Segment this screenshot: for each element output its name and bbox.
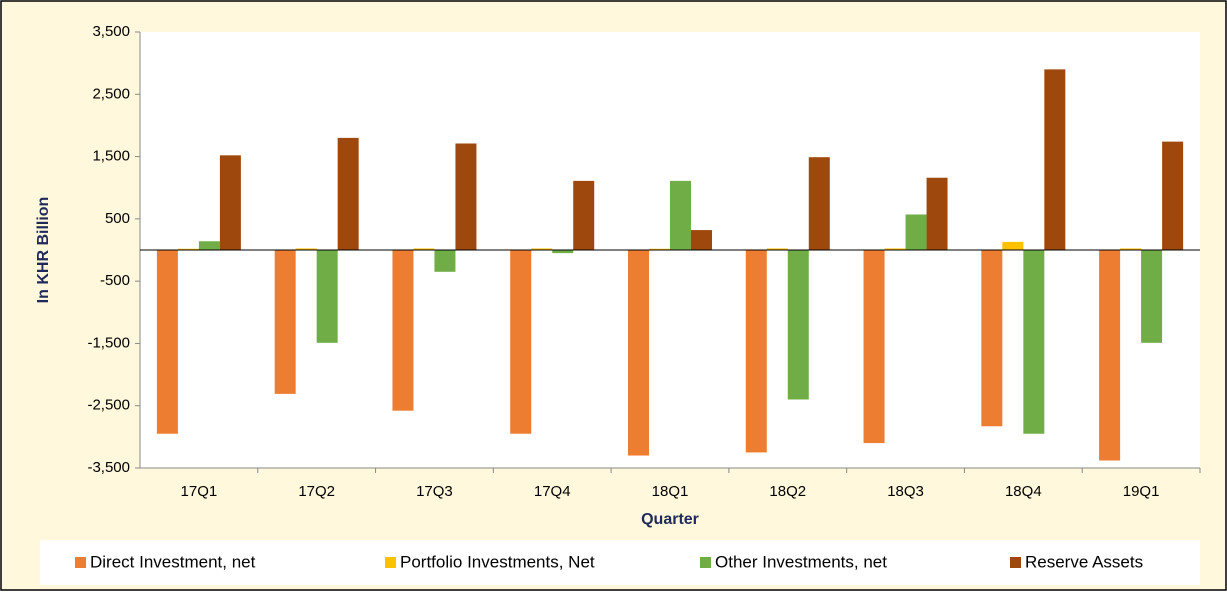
bar	[295, 248, 317, 250]
bar	[649, 248, 670, 250]
y-axis-title: In KHR Billion	[35, 197, 52, 304]
bar	[316, 250, 338, 343]
bar	[691, 230, 712, 250]
bar	[863, 250, 885, 444]
bar	[156, 250, 178, 434]
y-tick-label: 2,500	[92, 85, 130, 102]
legend-swatch	[700, 557, 711, 568]
x-tick-label: 18Q2	[769, 483, 806, 500]
x-tick-label: 18Q1	[652, 483, 689, 500]
y-tick-label: -500	[100, 272, 130, 289]
x-tick-label: 17Q4	[534, 483, 571, 500]
bar	[413, 248, 435, 250]
y-tick-label: 3,500	[92, 23, 130, 40]
bar	[808, 157, 830, 250]
bar	[1141, 250, 1163, 343]
bar	[1099, 250, 1121, 461]
x-tick-label: 17Q1	[181, 483, 218, 500]
bar	[552, 250, 574, 254]
bar	[628, 250, 649, 456]
bar	[392, 250, 414, 411]
bar	[434, 250, 456, 272]
legend-label: Other Investments, net	[715, 552, 887, 571]
bar	[926, 177, 948, 250]
bar	[510, 250, 532, 434]
legend-label: Portfolio Investments, Net	[400, 552, 595, 571]
y-tick-label: 500	[105, 210, 130, 227]
legend-label: Direct Investment, net	[90, 552, 256, 571]
bar	[745, 250, 767, 453]
bar	[1120, 248, 1142, 250]
bar	[573, 180, 595, 250]
bar	[219, 155, 241, 250]
bar	[274, 250, 296, 394]
y-tick-label: -1,500	[87, 334, 130, 351]
bar	[981, 250, 1003, 427]
bar	[198, 241, 220, 250]
bar	[177, 248, 199, 250]
legend-label: Reserve Assets	[1025, 552, 1143, 571]
x-axis-title: Quarter	[641, 511, 699, 528]
legend-swatch	[385, 557, 396, 568]
bar	[884, 248, 906, 250]
legend-swatch	[75, 557, 86, 568]
bar	[1044, 69, 1066, 250]
y-tick-label: -2,500	[87, 397, 130, 414]
legend-swatch	[1010, 557, 1021, 568]
bar	[1162, 141, 1184, 250]
y-tick-label: -3,500	[87, 459, 130, 476]
bar	[766, 248, 788, 250]
bar	[337, 137, 359, 250]
y-tick-label: 1,500	[92, 148, 130, 165]
bar	[531, 248, 553, 250]
legend-box	[40, 540, 1200, 585]
x-tick-label: 18Q4	[1005, 483, 1042, 500]
x-tick-label: 18Q3	[887, 483, 924, 500]
bar	[670, 180, 691, 250]
x-tick-label: 19Q1	[1123, 483, 1160, 500]
bar	[1023, 250, 1045, 434]
bar	[455, 143, 477, 250]
bar	[1002, 241, 1024, 250]
bar	[905, 214, 927, 250]
x-tick-label: 17Q3	[416, 483, 453, 500]
bar	[787, 250, 809, 400]
x-tick-label: 17Q2	[298, 483, 335, 500]
